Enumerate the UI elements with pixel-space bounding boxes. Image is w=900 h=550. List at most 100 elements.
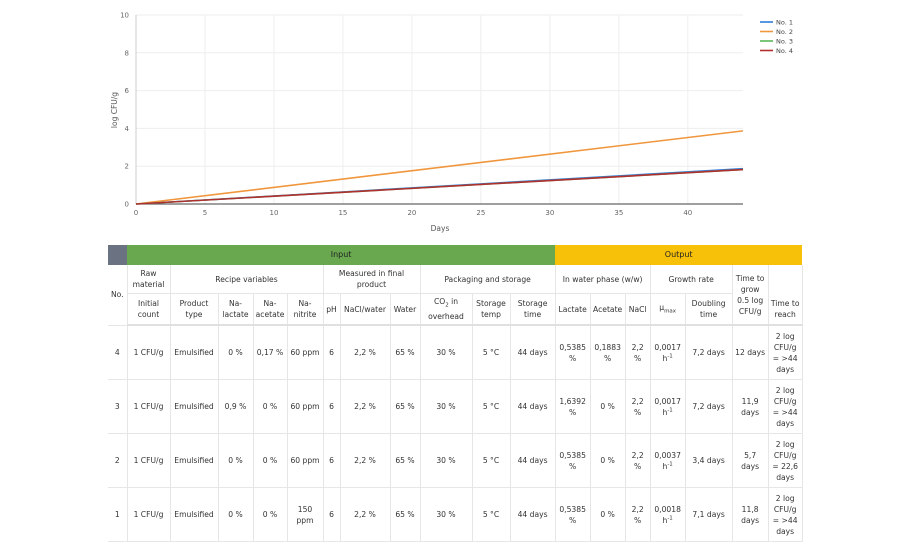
cell-product: Emulsified	[170, 433, 219, 488]
cell-grow: 5,7 days	[732, 433, 769, 488]
cell-value: Emulsified	[174, 348, 214, 357]
col-measured: Measured in final product	[323, 265, 421, 294]
cell-value: 0 %	[228, 510, 243, 519]
cell-value: 0 %	[262, 402, 278, 411]
col-water: Water	[390, 293, 421, 326]
cell-value: 3,4 days	[692, 456, 725, 465]
mu-sub: max	[664, 308, 677, 315]
col-nacl-water: NaCl/water	[340, 293, 391, 326]
cell-value: 44 days	[517, 402, 548, 411]
cell-nitrite: 150 ppm	[287, 487, 324, 542]
cell-co2: 30 %	[420, 487, 473, 542]
col-na-lactate: Na-lactate	[218, 293, 254, 326]
cell-lactate: 0 %	[218, 433, 254, 488]
cell-grow: 11,8 days	[732, 487, 769, 542]
cell-value: 0,0017 h	[654, 396, 681, 417]
cell-water: 65 %	[390, 433, 421, 488]
cell-no: 4	[108, 325, 128, 380]
legend-item[interactable]: No. 3	[776, 37, 793, 45]
cell-wp-lactate: 0,5385 %	[555, 325, 591, 380]
cell-wp-nacl: 2,2 %	[625, 487, 651, 542]
y-axis-label: log CFU/g	[110, 92, 119, 128]
cell-value: 7,1 days	[692, 510, 725, 519]
cell-value: 0,1883 %	[594, 342, 621, 363]
cell-value: 60 ppm	[290, 402, 320, 411]
col-wp-acetate: Acetate	[590, 293, 626, 326]
cell-initial: 1 CFU/g	[127, 325, 171, 380]
cell-product: Emulsified	[170, 325, 219, 380]
cell-value: 5 °C	[482, 456, 500, 465]
cell-reach: 2 log CFU/g = >44 days	[768, 325, 803, 380]
col-time-to-grow: Time to grow 0.5 log CFU/g	[732, 265, 769, 326]
cell-wp-nacl: 2,2 %	[625, 325, 651, 380]
cell-value: 2,2 %	[354, 402, 376, 411]
cell-value: 65 %	[395, 402, 415, 411]
cell-ph: 6	[323, 325, 341, 380]
legend-item[interactable]: No. 4	[776, 47, 793, 55]
cell-value: 2,2 %	[631, 396, 644, 417]
cell-value: 2 log CFU/g = >44 days	[772, 331, 798, 374]
cell-wp-lactate: 1,6392 %	[555, 379, 591, 434]
output-group-header: Output	[555, 245, 803, 265]
col-raw-material: Raw material	[127, 265, 171, 294]
col-mu-max: μmax	[650, 293, 686, 326]
legend-item[interactable]: No. 1	[776, 18, 793, 26]
cell-value: 30 %	[436, 402, 456, 411]
unit-exponent: -1	[667, 352, 673, 359]
unit-exponent: -1	[667, 514, 673, 521]
cell-water: 65 %	[390, 487, 421, 542]
cell-value: 6	[329, 348, 334, 357]
cell-value: 0,5385 %	[559, 342, 586, 363]
cell-value: 1 CFU/g	[133, 348, 164, 357]
cell-value: 2,2 %	[354, 456, 376, 465]
cell-value: 60 ppm	[290, 456, 320, 465]
cell-value: Emulsified	[174, 510, 214, 519]
cell-value: 0 %	[228, 456, 243, 465]
cell-value: 12 days	[735, 348, 766, 357]
table-row: 3 1 CFU/g Emulsified 0,9 % 0 % 60 ppm 6 2,2 % 65…	[108, 379, 803, 434]
col-growth-rate: Growth rate	[650, 265, 733, 294]
col-na-acetate: Na-acetate	[253, 293, 288, 326]
cell-value: 30 %	[436, 456, 456, 465]
cell-value: 44 days	[517, 456, 548, 465]
cell-temp: 5 °C	[472, 379, 511, 434]
cell-wp-nacl: 2,2 %	[625, 433, 651, 488]
cell-mu: 0,0018 h-1	[650, 487, 686, 542]
cell-product: Emulsified	[170, 487, 219, 542]
legend-item[interactable]: No. 2	[776, 28, 793, 36]
cell-value: 30 %	[436, 510, 456, 519]
cell-acetate: 0 %	[253, 487, 288, 542]
cell-value: 44 days	[517, 348, 548, 357]
cell-mu: 0,0017 h-1	[650, 325, 686, 380]
col-no: No.	[108, 265, 128, 326]
y-tick-label: 2	[125, 163, 129, 171]
cell-doubling: 7,1 days	[685, 487, 733, 542]
cell-mu: 0,0037 h-1	[650, 433, 686, 488]
cell-value: 2,2 %	[354, 348, 376, 357]
cell-reach: 2 log CFU/g = 22,6 days	[768, 433, 803, 488]
x-tick-label: 5	[203, 209, 207, 217]
x-tick-label: 35	[614, 209, 623, 217]
y-tick-label: 4	[125, 125, 130, 133]
x-axis-label: Days	[431, 224, 450, 233]
cell-value: 2 log CFU/g = >44 days	[772, 385, 798, 428]
co2-sub: 2	[445, 302, 449, 309]
cell-acetate: 0 %	[253, 379, 288, 434]
cell-reach: 2 log CFU/g = >44 days	[768, 487, 803, 542]
unit-exponent: -1	[667, 460, 673, 467]
cell-value: 5 °C	[482, 348, 500, 357]
cell-value: 5 °C	[482, 510, 500, 519]
unit-exponent: -1	[667, 406, 673, 413]
col-storage-temp: Storage temp	[472, 293, 511, 326]
cell-value: Emulsified	[174, 402, 214, 411]
col-recipe-variables: Recipe variables	[170, 265, 324, 294]
col-water-phase: In water phase (w/w)	[555, 265, 651, 294]
cell-value: 2	[114, 456, 120, 465]
mu-label: μ	[659, 302, 665, 312]
cell-ph: 6	[323, 379, 341, 434]
cell-lactate: 0,9 %	[218, 379, 254, 434]
cell-lactate: 0 %	[218, 325, 254, 380]
series-line-4	[135, 168, 744, 205]
cell-value: 2,2 %	[631, 450, 644, 471]
cell-value: 0,0037 h	[654, 450, 681, 471]
